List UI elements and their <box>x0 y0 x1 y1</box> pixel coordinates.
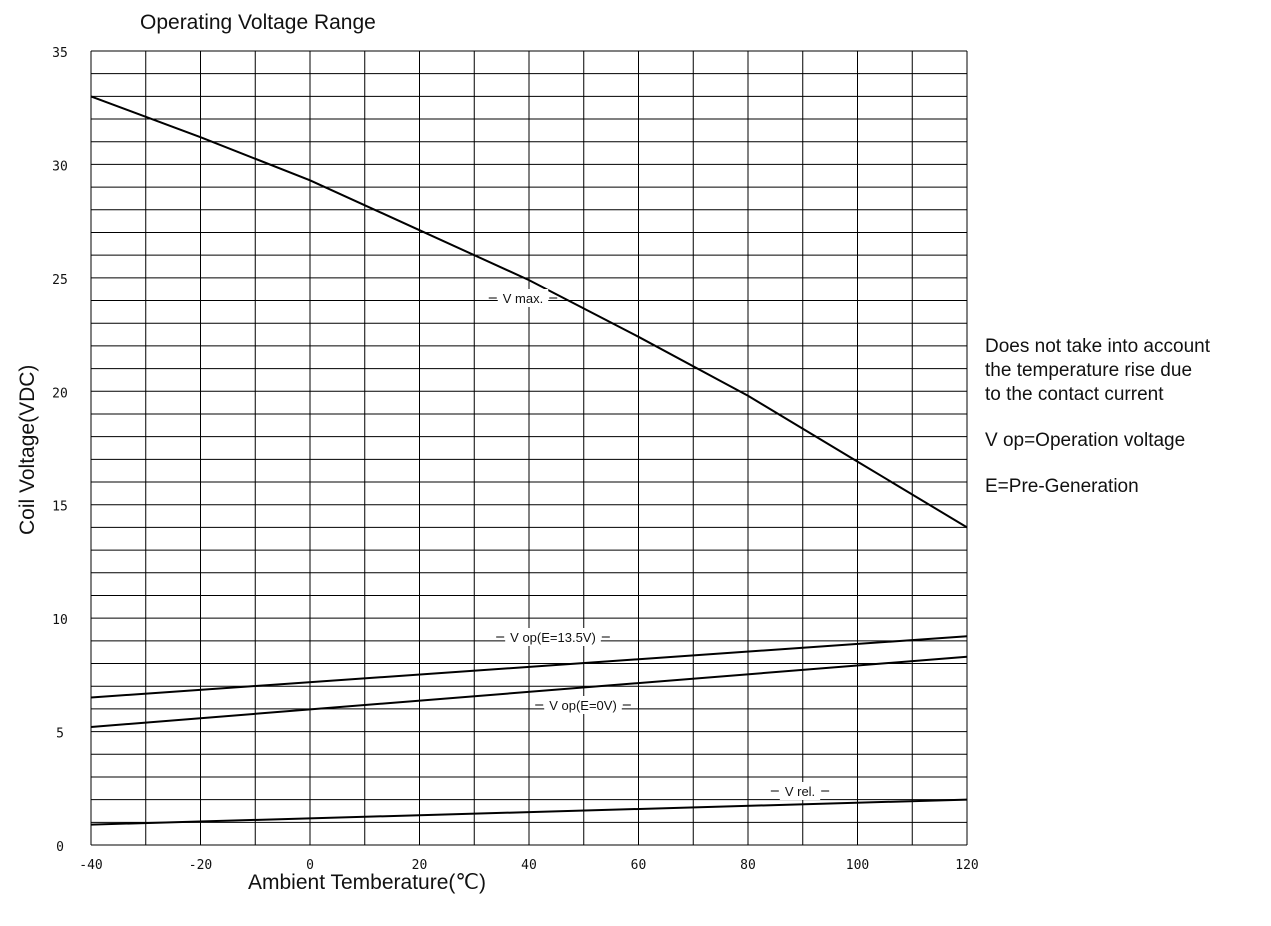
y-tick-label: 20 <box>52 386 68 401</box>
series-label-bg <box>544 696 622 714</box>
x-tick-label: 80 <box>740 858 756 873</box>
note-vop-definition: V op=Operation voltage <box>985 430 1186 451</box>
x-tick-label: -40 <box>79 858 102 873</box>
y-tick-labels: 0 5 10 15 20 25 30 35 <box>52 46 68 855</box>
x-tick-labels: -40 -20 0 20 40 60 80 100 120 <box>79 858 978 873</box>
series-label-0: V max. <box>488 289 558 307</box>
grid <box>90 50 968 846</box>
y-tick-label: 0 <box>56 840 64 855</box>
note-line-2: the temperature rise due <box>985 360 1193 381</box>
x-tick-label: 20 <box>412 858 428 873</box>
chart-notes: Does not take into account the temperatu… <box>985 335 1210 499</box>
note-e-definition: E=Pre-Generation <box>985 476 1139 497</box>
series-label-text: V op(E=0V) <box>549 698 617 713</box>
series-label-2: V op(E=0V) <box>535 696 631 714</box>
y-tick-label: 5 <box>56 727 64 742</box>
series-label-text: V op(E=13.5V) <box>510 630 596 645</box>
x-tick-label: 120 <box>955 858 978 873</box>
y-axis-label: Coil Voltage(VDC) <box>16 365 39 535</box>
y-tick-label: 35 <box>52 46 68 61</box>
note-line-3: to the contact current <box>985 384 1164 405</box>
series-label-3: V rel. <box>770 782 830 800</box>
x-axis-label: Ambient Temberature(℃) <box>248 871 486 894</box>
note-spacer <box>985 453 1210 475</box>
note-line-1: Does not take into account <box>985 336 1210 357</box>
y-tick-label: 15 <box>52 500 68 515</box>
x-tick-label: -20 <box>189 858 212 873</box>
note-spacer <box>985 407 1210 429</box>
series-label-bg <box>497 289 549 307</box>
series-label-bg <box>779 782 821 800</box>
series-labels: V max. V op(E=13.5V) V op(E=0V) V rel. <box>488 289 830 800</box>
x-tick-label: 0 <box>306 858 314 873</box>
chart-title: Operating Voltage Range <box>140 11 376 34</box>
x-tick-label: 60 <box>631 858 647 873</box>
x-tick-label: 40 <box>521 858 537 873</box>
series-label-text: V rel. <box>785 784 815 799</box>
series-line-1 <box>90 635 968 699</box>
x-tick-label: 100 <box>846 858 869 873</box>
series-label-text: V max. <box>503 291 543 306</box>
y-tick-label: 10 <box>52 613 68 628</box>
series-lines <box>90 95 968 826</box>
series-line-2 <box>90 655 968 728</box>
y-tick-label: 25 <box>52 273 68 288</box>
series-line-3 <box>90 798 968 826</box>
y-tick-label: 30 <box>52 159 68 174</box>
series-label-1: V op(E=13.5V) <box>496 628 610 646</box>
series-label-bg <box>505 628 601 646</box>
series-line-0 <box>90 95 968 529</box>
